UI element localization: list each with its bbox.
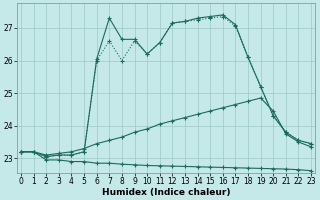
X-axis label: Humidex (Indice chaleur): Humidex (Indice chaleur) [102,188,230,197]
